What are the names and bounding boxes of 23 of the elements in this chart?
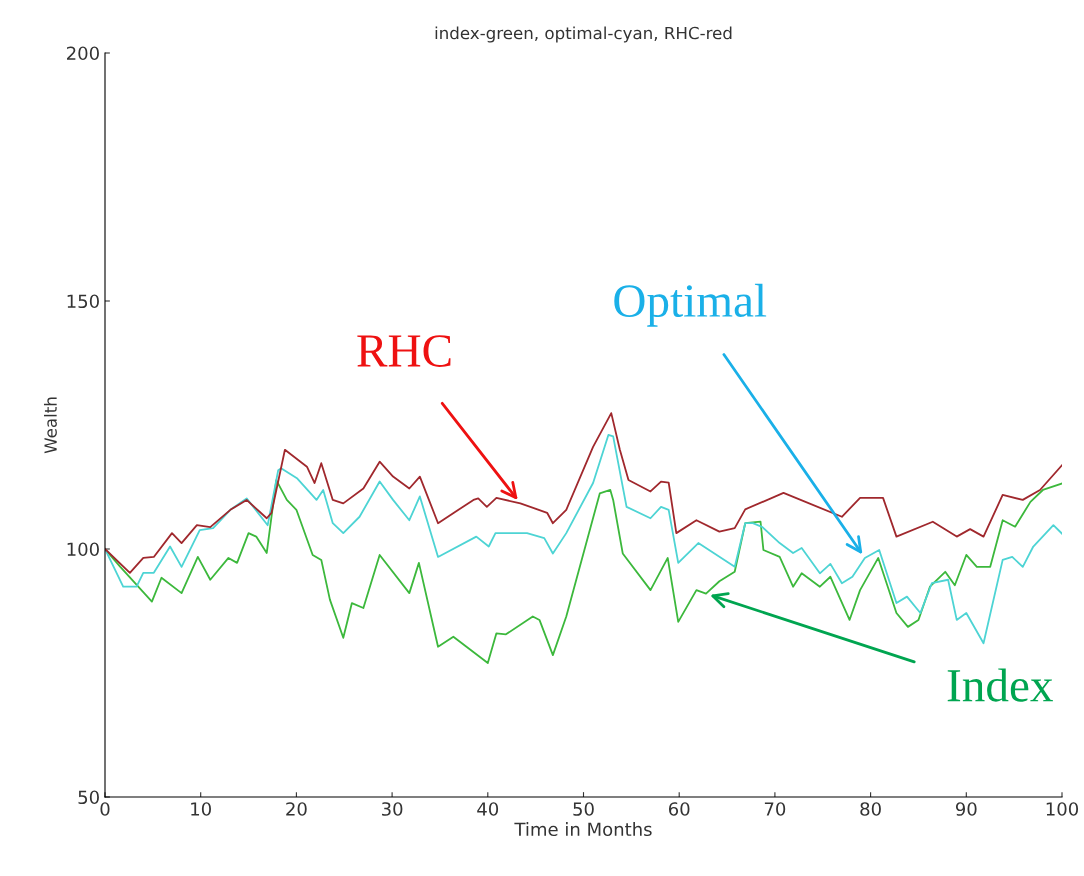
y-tick-label: 50: [78, 790, 99, 805]
y-tick-label: 100: [67, 542, 99, 557]
y-axis-title: Wealth: [43, 397, 57, 454]
x-tick-label: 80: [860, 802, 881, 816]
x-tick-label: 60: [668, 802, 690, 816]
x-tick-label: 0: [100, 802, 110, 816]
x-axis-title: Time in Months: [514, 822, 652, 837]
x-tick-label: 10: [191, 802, 211, 816]
line-series: [105, 434, 1062, 645]
x-tick-label: 20: [286, 802, 307, 816]
y-tick-label: 200: [67, 46, 99, 61]
line-series: [105, 412, 1062, 574]
chart-title: index-green, optimal-cyan, RHC-red: [435, 26, 732, 43]
text: Optimal: [614, 283, 767, 327]
x-tick-label: 50: [573, 802, 594, 816]
text: RHC: [357, 335, 451, 367]
x-tick-label: 90: [955, 802, 977, 816]
x-tick-label: 70: [764, 802, 786, 816]
series-label: Index: [947, 668, 1053, 702]
x-tick-label: 40: [477, 802, 499, 816]
y-tick-label: 150: [67, 294, 99, 309]
x-tick-label: 30: [381, 802, 403, 816]
x-tick-label: 100: [1046, 802, 1079, 816]
